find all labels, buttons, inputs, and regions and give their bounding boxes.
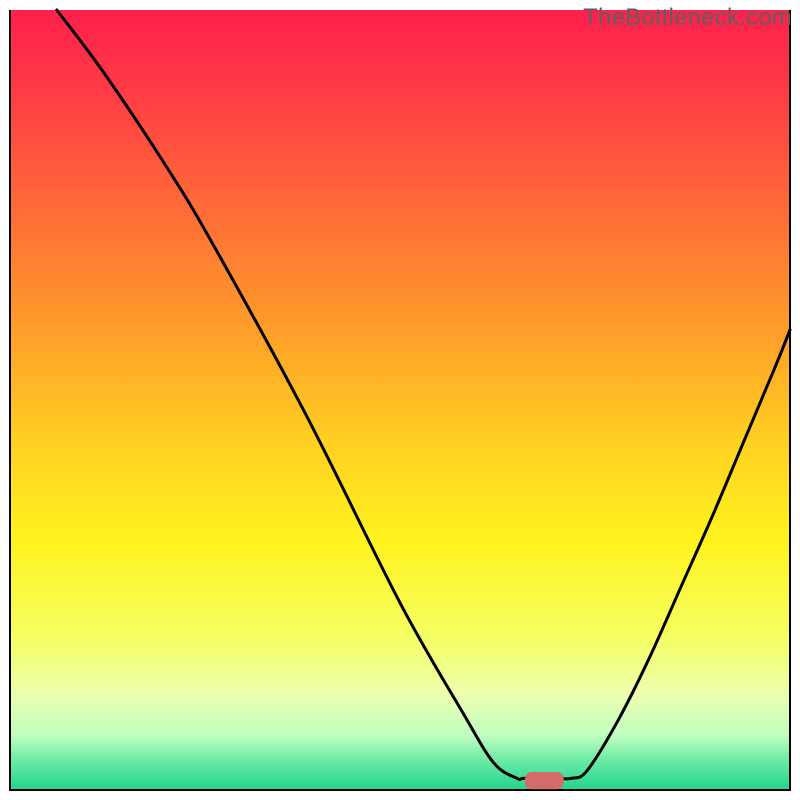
- chart-container: TheBottleneck.com: [0, 0, 800, 800]
- bottleneck-chart: [0, 0, 800, 800]
- optimal-marker: [525, 772, 564, 789]
- chart-background: [10, 10, 790, 790]
